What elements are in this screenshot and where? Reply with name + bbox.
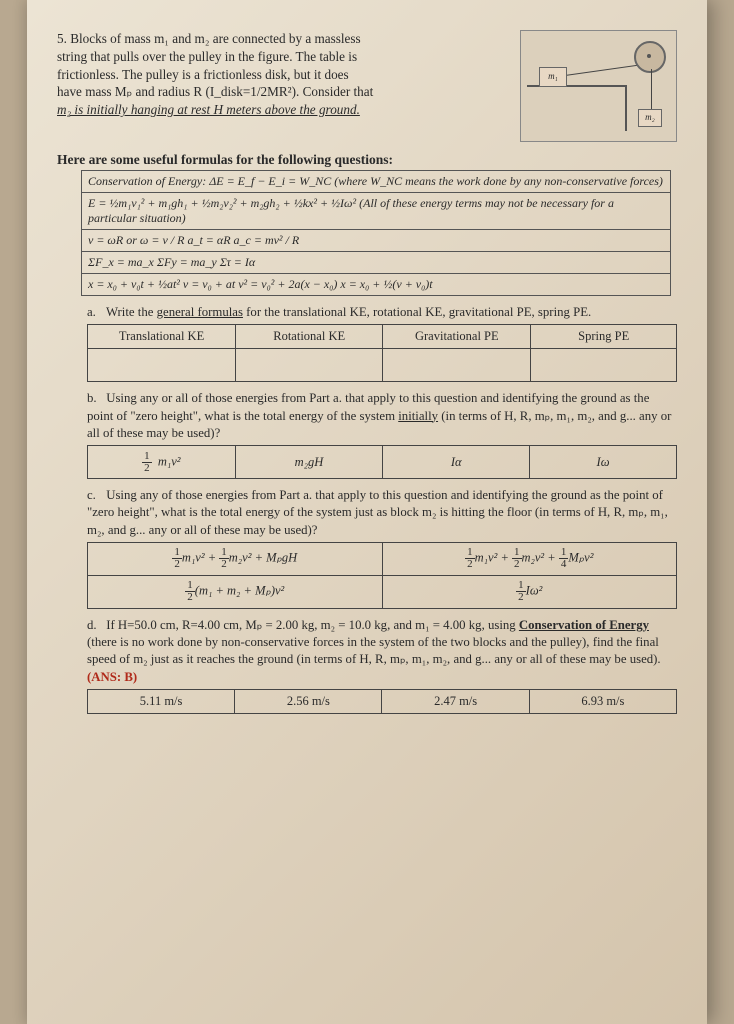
col-rotational-ke: Rotational KE: [236, 325, 383, 349]
part-d-choice-3: 2.47 m/s: [382, 689, 529, 713]
fraction-half: 12: [142, 451, 152, 474]
part-a-text-pre: Write the: [106, 305, 157, 319]
string-vertical: [651, 69, 652, 109]
part-a-text-post: for the translational KE, rotational KE,…: [243, 305, 591, 319]
part-a-blank-4: [531, 349, 677, 382]
formula-reference-table: Conservation of Energy: ΔE = E_f − E_i =…: [81, 170, 671, 296]
stem-line-2: string that pulls over the pulley in the…: [57, 49, 357, 64]
part-b-choices: 12 m₁v² m₂gH Iα Iω: [87, 445, 677, 479]
col-spring-pe: Spring PE: [531, 325, 677, 349]
part-c-choice-4: 12Iω²: [382, 575, 676, 608]
pulley-disk: [634, 41, 666, 73]
part-a-blank-1: [88, 349, 236, 382]
formulas-heading: Here are some useful formulas for the fo…: [57, 152, 677, 168]
part-d-label: d.: [87, 617, 103, 634]
part-a-blank-3: [383, 349, 531, 382]
part-d-choice-1: 5.11 m/s: [88, 689, 235, 713]
part-d-answer-key: (ANS: B): [87, 670, 137, 684]
part-b-choice-4: Iω: [530, 446, 677, 479]
part-a-prompt: a. Write the general formulas for the tr…: [87, 304, 677, 321]
part-b-prompt: b. Using any or all of those energies fr…: [87, 390, 677, 442]
part-c-row-1: 12m₁v² + 12m₂v² + MₚgH 12m₁v² + 12m₂v² +…: [88, 542, 677, 575]
formula-row-energy-conservation: Conservation of Energy: ΔE = E_f − E_i =…: [82, 171, 671, 193]
formula-row-energy-terms: E = ½m₁v₁² + m₁gh₁ + ½m₂v₂² + m₂gh₂ + ½k…: [82, 193, 671, 230]
part-c-text: Using any of those energies from Part a.…: [87, 488, 668, 537]
part-a-table: Translational KE Rotational KE Gravitati…: [87, 324, 677, 382]
part-d-choice-2: 2.56 m/s: [235, 689, 382, 713]
worksheet-page: 5. Blocks of mass m₁ and m₂ are connecte…: [27, 0, 707, 1024]
part-b-row: 12 m₁v² m₂gH Iα Iω: [88, 446, 677, 479]
part-d-text1: If H=50.0 cm, R=4.00 cm, Mₚ = 2.00 kg, m…: [106, 618, 519, 632]
block-m1: m₁: [539, 67, 567, 87]
part-b-choice-1: 12 m₁v²: [88, 446, 236, 479]
part-b-choice-3: Iα: [383, 446, 530, 479]
part-d-text2: (there is no work done by non-conservati…: [87, 635, 661, 666]
part-b-underlined: initially: [398, 409, 438, 423]
part-b-choice-2: m₂gH: [235, 446, 383, 479]
part-c-choice-1: 12m₁v² + 12m₂v² + MₚgH: [88, 542, 383, 575]
col-gravitational-pe: Gravitational PE: [383, 325, 531, 349]
part-c-row-2: 12(m₁ + m₂ + Mₚ)v² 12Iω²: [88, 575, 677, 608]
part-c-choice-3: 12(m₁ + m₂ + Mₚ)v²: [88, 575, 383, 608]
part-d-underlined: Conservation of Energy: [519, 618, 649, 632]
part-a-answer-row: [88, 349, 677, 382]
part-a-header-row: Translational KE Rotational KE Gravitati…: [88, 325, 677, 349]
part-d-prompt: d. If H=50.0 cm, R=4.00 cm, Mₚ = 2.00 kg…: [87, 617, 677, 686]
stem-line-3: frictionless. The pulley is a frictionle…: [57, 67, 349, 82]
part-c-choices: 12m₁v² + 12m₂v² + MₚgH 12m₁v² + 12m₂v² +…: [87, 542, 677, 609]
stem-line-1: Blocks of mass m₁ and m₂ are connected b…: [70, 31, 360, 46]
block-m2: m₂: [638, 109, 662, 127]
part-c-label: c.: [87, 487, 103, 504]
col-translational-ke: Translational KE: [88, 325, 236, 349]
part-c-choice-2: 12m₁v² + 12m₂v² + 14Mₚv²: [382, 542, 676, 575]
formula-row-rotational-kinematics: v = ωR or ω = v / R a_t = αR a_c = mv² /…: [82, 230, 671, 252]
part-c-prompt: c. Using any of those energies from Part…: [87, 487, 677, 539]
part-a-blank-2: [236, 349, 383, 382]
string-horizontal: [565, 64, 644, 76]
part-d-choice-4: 6.93 m/s: [529, 689, 676, 713]
question-number: 5.: [57, 31, 67, 46]
part-b-label: b.: [87, 390, 103, 407]
stem-underlined-line: m₂ is initially hanging at rest H meters…: [57, 102, 360, 117]
formula-row-newtons-laws: ΣF_x = ma_x ΣFy = ma_y Στ = Iα: [82, 252, 671, 274]
question-5-header: 5. Blocks of mass m₁ and m₂ are connecte…: [57, 30, 677, 142]
table-leg: [625, 85, 627, 131]
part-d-choices: 5.11 m/s 2.56 m/s 2.47 m/s 6.93 m/s: [87, 689, 677, 714]
question-5-stem: 5. Blocks of mass m₁ and m₂ are connecte…: [57, 30, 514, 142]
part-a-text-underlined: general formulas: [157, 305, 243, 319]
part-a-label: a.: [87, 304, 103, 321]
part-d-row: 5.11 m/s 2.56 m/s 2.47 m/s 6.93 m/s: [88, 689, 677, 713]
stem-line-4: have mass Mₚ and radius R (I_disk=1/2MR²…: [57, 84, 373, 99]
formula-row-kinematics: x = x₀ + v₀t + ½at² v = v₀ + at v² = v₀²…: [82, 274, 671, 296]
pulley-diagram: m₁ m₂: [520, 30, 677, 142]
